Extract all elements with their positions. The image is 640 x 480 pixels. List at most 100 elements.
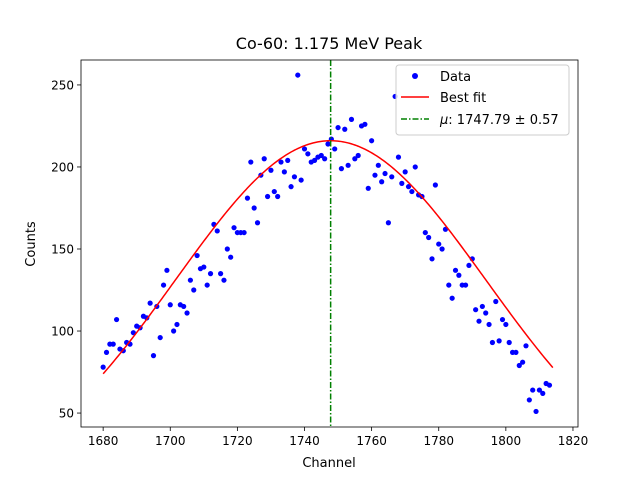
data-point bbox=[181, 303, 187, 310]
data-point bbox=[412, 164, 418, 170]
x-tick-label: 1800 bbox=[491, 434, 522, 448]
data-point bbox=[338, 166, 345, 172]
data-point bbox=[187, 277, 194, 283]
data-point bbox=[362, 121, 368, 127]
data-point bbox=[395, 154, 402, 160]
data-point bbox=[409, 188, 415, 195]
data-point bbox=[167, 302, 173, 308]
data-point bbox=[546, 382, 553, 388]
data-point bbox=[248, 159, 254, 165]
data-point bbox=[264, 193, 271, 200]
y-axis-label: Counts bbox=[24, 221, 39, 267]
data-point bbox=[503, 321, 509, 328]
data-point bbox=[513, 349, 519, 355]
data-point bbox=[301, 146, 308, 152]
data-point bbox=[348, 116, 355, 122]
data-point bbox=[436, 241, 442, 247]
data-point bbox=[288, 184, 294, 190]
fit-curve bbox=[102, 139, 554, 375]
legend-label-fit: Best fit bbox=[440, 91, 486, 106]
data-point bbox=[325, 141, 331, 147]
data-point bbox=[355, 152, 361, 159]
y-tick-label: 200 bbox=[51, 160, 74, 174]
data-point bbox=[449, 295, 455, 301]
data-point bbox=[224, 246, 230, 252]
data-point bbox=[194, 252, 200, 259]
data-point bbox=[332, 146, 338, 152]
x-tick-label: 1700 bbox=[155, 434, 186, 448]
data-point bbox=[462, 282, 469, 288]
data-point bbox=[113, 316, 120, 323]
data-point bbox=[207, 271, 214, 277]
data-point bbox=[489, 339, 496, 346]
data-point bbox=[298, 177, 304, 183]
plot-area: 1680 1700 1720 1740 1760 1780 1800 1820 50 100 150… bbox=[51, 59, 589, 448]
data-point bbox=[466, 262, 472, 269]
data-point bbox=[147, 300, 153, 306]
data-point bbox=[254, 220, 261, 226]
data-point bbox=[191, 287, 197, 293]
data-point bbox=[439, 246, 445, 252]
legend-label-data: Data bbox=[440, 70, 471, 85]
data-point bbox=[536, 387, 543, 393]
x-tick-label: 1740 bbox=[289, 434, 320, 448]
x-tick-label: 1680 bbox=[88, 434, 119, 448]
data-point bbox=[318, 152, 324, 159]
data-point bbox=[372, 172, 378, 178]
data-point bbox=[285, 157, 291, 164]
data-point bbox=[291, 174, 298, 180]
data-point bbox=[523, 343, 529, 349]
data-point bbox=[530, 387, 536, 393]
data-point bbox=[150, 353, 157, 359]
data-point bbox=[201, 264, 207, 270]
axes-frame bbox=[80, 59, 579, 428]
legend-label-mu: μ: 1747.79 ± 0.57 bbox=[439, 113, 559, 128]
data-point bbox=[261, 156, 267, 162]
data-point bbox=[516, 362, 522, 369]
data-point bbox=[493, 298, 499, 305]
data-point bbox=[426, 234, 432, 241]
data-point bbox=[402, 169, 408, 175]
data-point bbox=[110, 341, 116, 347]
data-point bbox=[221, 277, 227, 283]
data-point bbox=[456, 272, 462, 278]
data-point bbox=[204, 282, 210, 288]
data-point bbox=[157, 334, 163, 341]
legend-box bbox=[395, 64, 570, 136]
data-point bbox=[479, 303, 485, 310]
data-point bbox=[103, 349, 110, 355]
data-point bbox=[278, 159, 284, 165]
data-point bbox=[432, 182, 438, 188]
x-axis-label: Channel bbox=[302, 456, 355, 471]
data-point bbox=[446, 282, 452, 288]
x-tick-label: 1760 bbox=[356, 434, 387, 448]
data-point bbox=[452, 267, 459, 273]
chart-title: Co-60: 1.175 MeV Peak bbox=[236, 34, 423, 53]
data-point bbox=[526, 397, 532, 403]
data-point bbox=[429, 256, 435, 262]
data-point bbox=[275, 193, 281, 200]
data-point bbox=[251, 205, 257, 211]
data-point bbox=[214, 228, 220, 234]
data-point bbox=[476, 318, 482, 324]
data-point bbox=[184, 310, 190, 316]
data-point bbox=[244, 195, 251, 201]
data-point bbox=[496, 338, 502, 344]
data-point bbox=[100, 364, 106, 370]
data-point bbox=[271, 188, 277, 195]
data-point bbox=[520, 359, 526, 365]
x-tick-label: 1820 bbox=[558, 434, 589, 448]
data-point bbox=[322, 156, 328, 162]
data-point bbox=[228, 254, 234, 260]
data-point bbox=[375, 162, 381, 168]
y-tick-label: 250 bbox=[51, 78, 74, 92]
data-point bbox=[174, 321, 180, 328]
y-tick-label: 150 bbox=[51, 242, 74, 256]
data-point bbox=[311, 157, 318, 164]
data-point bbox=[218, 271, 224, 277]
data-point bbox=[486, 321, 492, 328]
data-point bbox=[405, 184, 412, 190]
data-point bbox=[268, 167, 274, 173]
data-point bbox=[385, 220, 391, 226]
